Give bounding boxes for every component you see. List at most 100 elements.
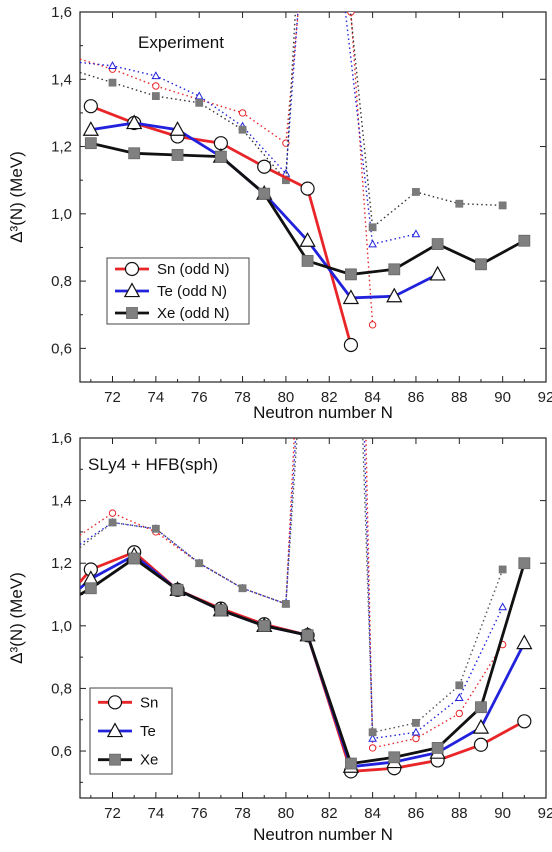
data-point <box>475 701 487 714</box>
panel-annotation: Experiment <box>138 33 224 52</box>
data-point <box>516 634 533 650</box>
data-point <box>83 99 98 114</box>
series-line <box>80 12 417 245</box>
y-tick-label: 1,6 <box>51 430 72 447</box>
data-point <box>517 714 532 729</box>
legend-label: Sn <box>140 694 158 711</box>
data-point <box>455 681 464 690</box>
data-point <box>388 263 401 276</box>
x-tick-label: 84 <box>364 805 381 822</box>
data-point <box>475 258 487 271</box>
legend: Sn (odd N) Te (odd N) Xe (odd N) <box>106 257 250 325</box>
data-point <box>347 12 355 16</box>
data-point <box>388 751 401 764</box>
data-point <box>429 265 446 281</box>
data-point <box>84 137 97 150</box>
chart-panel-1: 72 74 76 78 80 82 84 86 88 90 92 0,6 0,8 1,0 1,2 1,4 1,6… <box>7 4 552 422</box>
data-point <box>152 82 160 90</box>
x-tick-label: 74 <box>148 389 165 406</box>
data-point <box>345 268 357 281</box>
plot-frame <box>79 11 547 383</box>
data-point <box>455 199 464 208</box>
data-point <box>171 149 184 161</box>
x-tick-label: 72 <box>104 805 121 822</box>
x-axis-label: Neutron number N <box>253 403 393 422</box>
legend-label: Sn (odd N) <box>157 261 230 278</box>
data-point <box>412 718 420 727</box>
data-point <box>238 109 247 117</box>
y-tick-label: 0,6 <box>51 340 72 357</box>
data-point <box>213 136 228 151</box>
data-point <box>518 557 531 570</box>
data-point <box>108 78 117 87</box>
data-point <box>412 188 420 196</box>
data-point <box>171 583 184 596</box>
data-point <box>151 92 160 100</box>
x-tick-label: 78 <box>234 389 251 406</box>
data-point <box>368 728 377 737</box>
data-point <box>238 584 247 593</box>
data-point <box>411 727 421 736</box>
x-tick-label: 86 <box>408 805 425 822</box>
data-point <box>301 255 314 267</box>
data-point <box>84 582 97 595</box>
data-point <box>343 337 359 353</box>
series-line <box>80 556 526 766</box>
y-tick-label: 1,6 <box>51 4 72 21</box>
data-point <box>455 709 464 718</box>
y-tick-label: 1,2 <box>51 139 72 156</box>
data-point <box>126 114 143 130</box>
data-point <box>151 524 160 533</box>
data-point <box>412 734 420 743</box>
legend-marker <box>126 307 138 319</box>
data-point <box>498 602 508 611</box>
series-xe <box>80 552 531 770</box>
legend-marker <box>123 282 141 298</box>
data-point <box>214 604 227 617</box>
series-dotted-5 <box>80 438 507 737</box>
x-tick-label: 74 <box>148 805 165 822</box>
data-point <box>128 552 141 565</box>
legend-label: Xe <box>140 752 158 769</box>
chart-panel-2: 72 74 76 78 80 82 84 86 88 90 92 0,6 0,8 1,0 1,2 1,4 1,6… <box>7 430 552 844</box>
plot-frame <box>79 437 547 799</box>
x-tick-label: 88 <box>451 389 468 406</box>
y-tick-label: 0,6 <box>51 743 72 760</box>
x-tick-label: 78 <box>234 805 251 822</box>
data-point <box>518 234 531 247</box>
x-tick-label: 86 <box>408 389 425 406</box>
legend-marker <box>109 753 121 766</box>
data-point <box>169 121 186 136</box>
data-point <box>368 744 377 752</box>
panel-annotation: SLy4 + HFB(sph) <box>88 455 218 474</box>
data-point <box>128 147 141 160</box>
y-tick-label: 1,0 <box>51 206 72 223</box>
data-point <box>498 565 507 574</box>
x-tick-label: 92 <box>538 805 552 822</box>
data-point <box>108 61 117 70</box>
y-tick-label: 1,0 <box>51 618 72 635</box>
y-axis-label: Δ³(N) (MeV) <box>7 151 26 243</box>
legend-marker <box>107 695 123 710</box>
x-tick-label: 72 <box>104 389 121 406</box>
data-point <box>368 223 377 232</box>
series-line <box>90 141 525 276</box>
legend-marker <box>106 722 124 738</box>
data-point <box>257 159 272 174</box>
series-line <box>80 438 504 734</box>
data-point <box>473 737 489 752</box>
data-point <box>301 629 314 642</box>
data-point <box>431 238 444 250</box>
legend-label: Te (odd N) <box>157 283 227 300</box>
data-point <box>342 289 360 305</box>
x-tick-label: 82 <box>321 805 338 822</box>
series-dotted-5 <box>80 12 507 232</box>
data-point <box>238 125 247 134</box>
data-point <box>194 91 204 100</box>
data-point <box>368 733 377 742</box>
x-tick-label: 88 <box>451 805 468 822</box>
x-tick-label: 80 <box>278 805 295 822</box>
data-point <box>498 201 507 210</box>
data-point <box>214 150 227 163</box>
